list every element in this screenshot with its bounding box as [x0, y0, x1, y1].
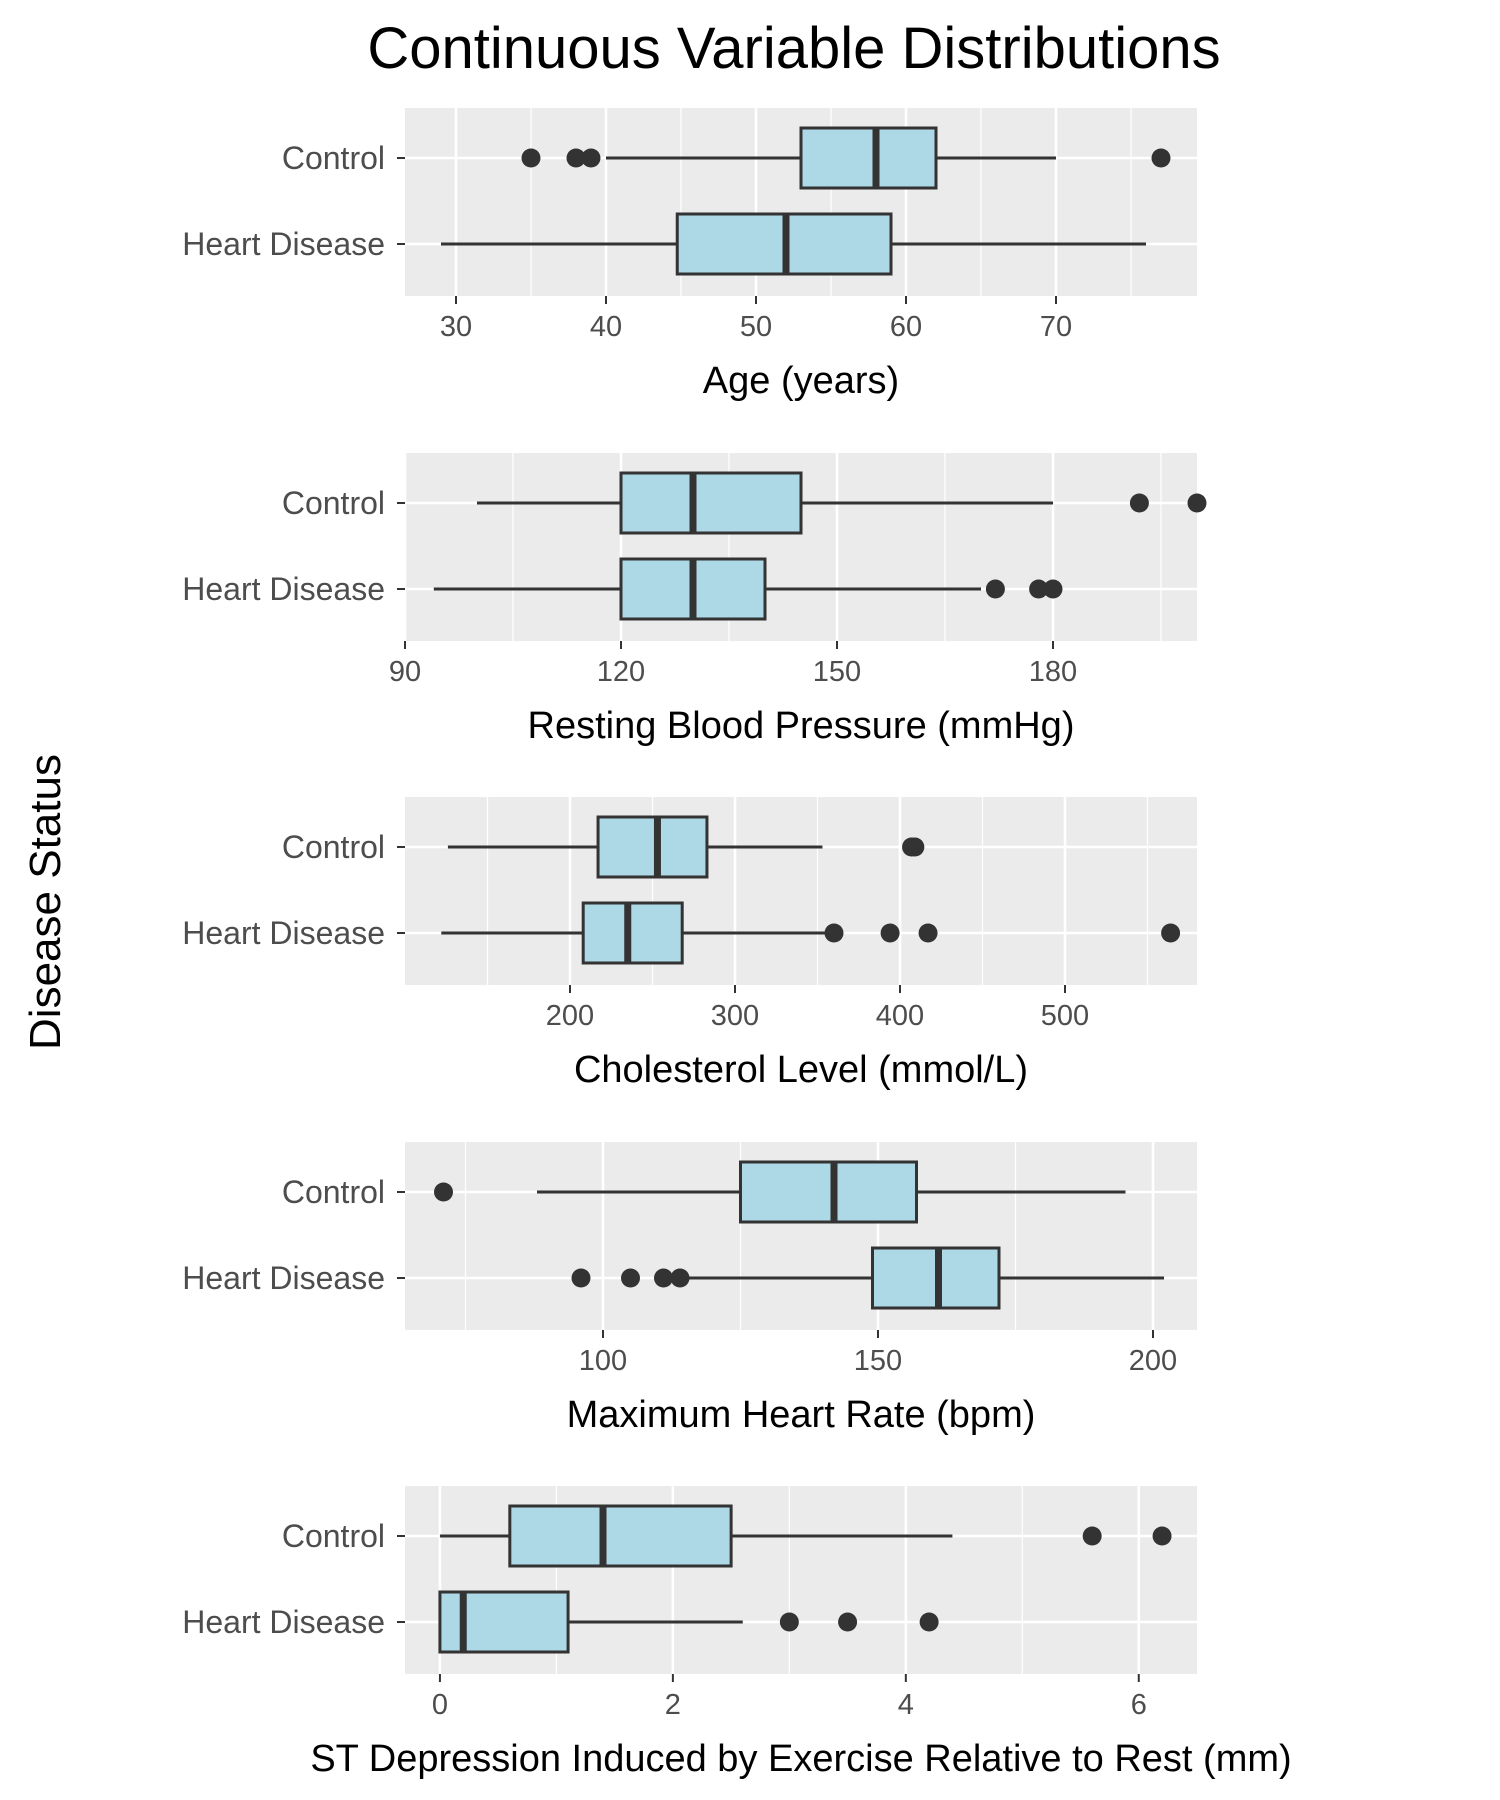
outlier-point [919, 1612, 939, 1632]
y-tick-label: Control [282, 829, 385, 865]
outlier-point [918, 923, 938, 943]
x-tick-label: 2 [665, 1689, 681, 1721]
y-tick-label: Control [282, 1174, 385, 1210]
outlier-point [880, 923, 900, 943]
chart-title: Continuous Variable Distributions [367, 16, 1220, 81]
panel-2: 90 120 150 180 Control Heart Disease Resting B… [182, 453, 1207, 747]
outlier-point [905, 837, 925, 857]
iqr-box [799, 126, 938, 190]
x-tick-label: 150 [813, 656, 861, 688]
y-tick-label: Control [282, 140, 385, 176]
outlier-point [581, 148, 601, 168]
y-tick-label: Heart Disease [182, 915, 385, 951]
boxplot-control [434, 1160, 1126, 1224]
y-tick-label: Control [282, 1518, 385, 1554]
boxplot-control [439, 1504, 1172, 1568]
x-axis-label: ST Depression Induced by Exercise Relati… [310, 1738, 1291, 1780]
outlier-point [1043, 579, 1063, 599]
outlier-point [1152, 1526, 1172, 1546]
y-tick-label: Heart Disease [182, 226, 385, 262]
x-tick-label: 90 [389, 656, 421, 688]
y-tick-label: Heart Disease [182, 1604, 385, 1640]
x-axis-label: Cholesterol Level (mmol/L) [574, 1049, 1028, 1091]
iqr-box [581, 901, 684, 965]
outlier-point [1129, 493, 1149, 513]
x-tick-label: 0 [432, 1689, 448, 1721]
boxplot-heart-disease [438, 1590, 939, 1654]
x-tick-label: 60 [890, 311, 922, 343]
boxplot-heart-disease [433, 557, 1063, 621]
x-axis-label: Age (years) [703, 360, 899, 402]
x-axis-label: Maximum Heart Rate (bpm) [567, 1394, 1036, 1436]
iqr-box [619, 471, 803, 535]
x-tick-label: 400 [876, 1000, 924, 1032]
x-tick-label: 30 [440, 311, 472, 343]
x-tick-label: 100 [579, 1345, 627, 1377]
outlier-point [838, 1612, 858, 1632]
x-tick-label: 150 [854, 1345, 902, 1377]
x-tick-label: 200 [546, 1000, 594, 1032]
x-tick-label: 180 [1029, 656, 1077, 688]
outlier-point [621, 1268, 640, 1288]
boxplot-heart-disease [571, 1246, 1164, 1310]
x-tick-label: 50 [740, 311, 772, 343]
outlier-point [1187, 493, 1207, 513]
outlier-point [1082, 1526, 1102, 1546]
boxplot-control [521, 126, 1171, 190]
boxplot-control [477, 471, 1207, 535]
outlier-point [521, 148, 541, 168]
outlier-point [1029, 579, 1049, 599]
x-tick-label: 120 [597, 656, 645, 688]
outlier-point [1161, 923, 1181, 943]
y-tick-label: Heart Disease [182, 571, 385, 607]
panel-3: 200 300 400 500 Control Heart Disease Choleste… [182, 797, 1197, 1091]
iqr-box [438, 1590, 570, 1654]
iqr-box [508, 1504, 733, 1568]
panel-1: 30 40 50 60 70 Control Heart Disease Age (years… [182, 108, 1197, 402]
outlier-point [1151, 148, 1171, 168]
boxplot-control [447, 815, 925, 879]
y-tick-label: Control [282, 485, 385, 521]
outlier-point [434, 1182, 453, 1202]
x-tick-label: 4 [898, 1689, 914, 1721]
x-tick-label: 500 [1041, 1000, 1089, 1032]
x-tick-label: 70 [1040, 311, 1072, 343]
x-axis-label: Resting Blood Pressure (mmHg) [528, 705, 1075, 747]
x-tick-label: 200 [1129, 1345, 1177, 1377]
panel-background [405, 797, 1197, 985]
y-axis-label: Disease Status [21, 754, 70, 1050]
x-tick-label: 6 [1131, 1689, 1147, 1721]
outlier-point [779, 1612, 799, 1632]
outlier-point [670, 1268, 690, 1288]
y-tick-label: Heart Disease [182, 1260, 385, 1296]
panel-4: 100 150 200 Control Heart Disease Maximum Hea… [182, 1142, 1197, 1436]
boxplot-heart-disease [441, 212, 1146, 276]
iqr-box [739, 1160, 918, 1224]
outlier-point [571, 1268, 591, 1288]
outlier-point [985, 579, 1005, 599]
outlier-point [824, 923, 844, 943]
x-tick-label: 300 [711, 1000, 759, 1032]
outlier-point [566, 148, 586, 168]
iqr-box [596, 815, 709, 879]
x-tick-label: 40 [590, 311, 622, 343]
panel-5: 0 2 4 6 Control Heart Disease ST Depression In… [182, 1486, 1292, 1780]
boxplot-heart-disease [441, 901, 1181, 965]
outlier-point [654, 1268, 673, 1288]
